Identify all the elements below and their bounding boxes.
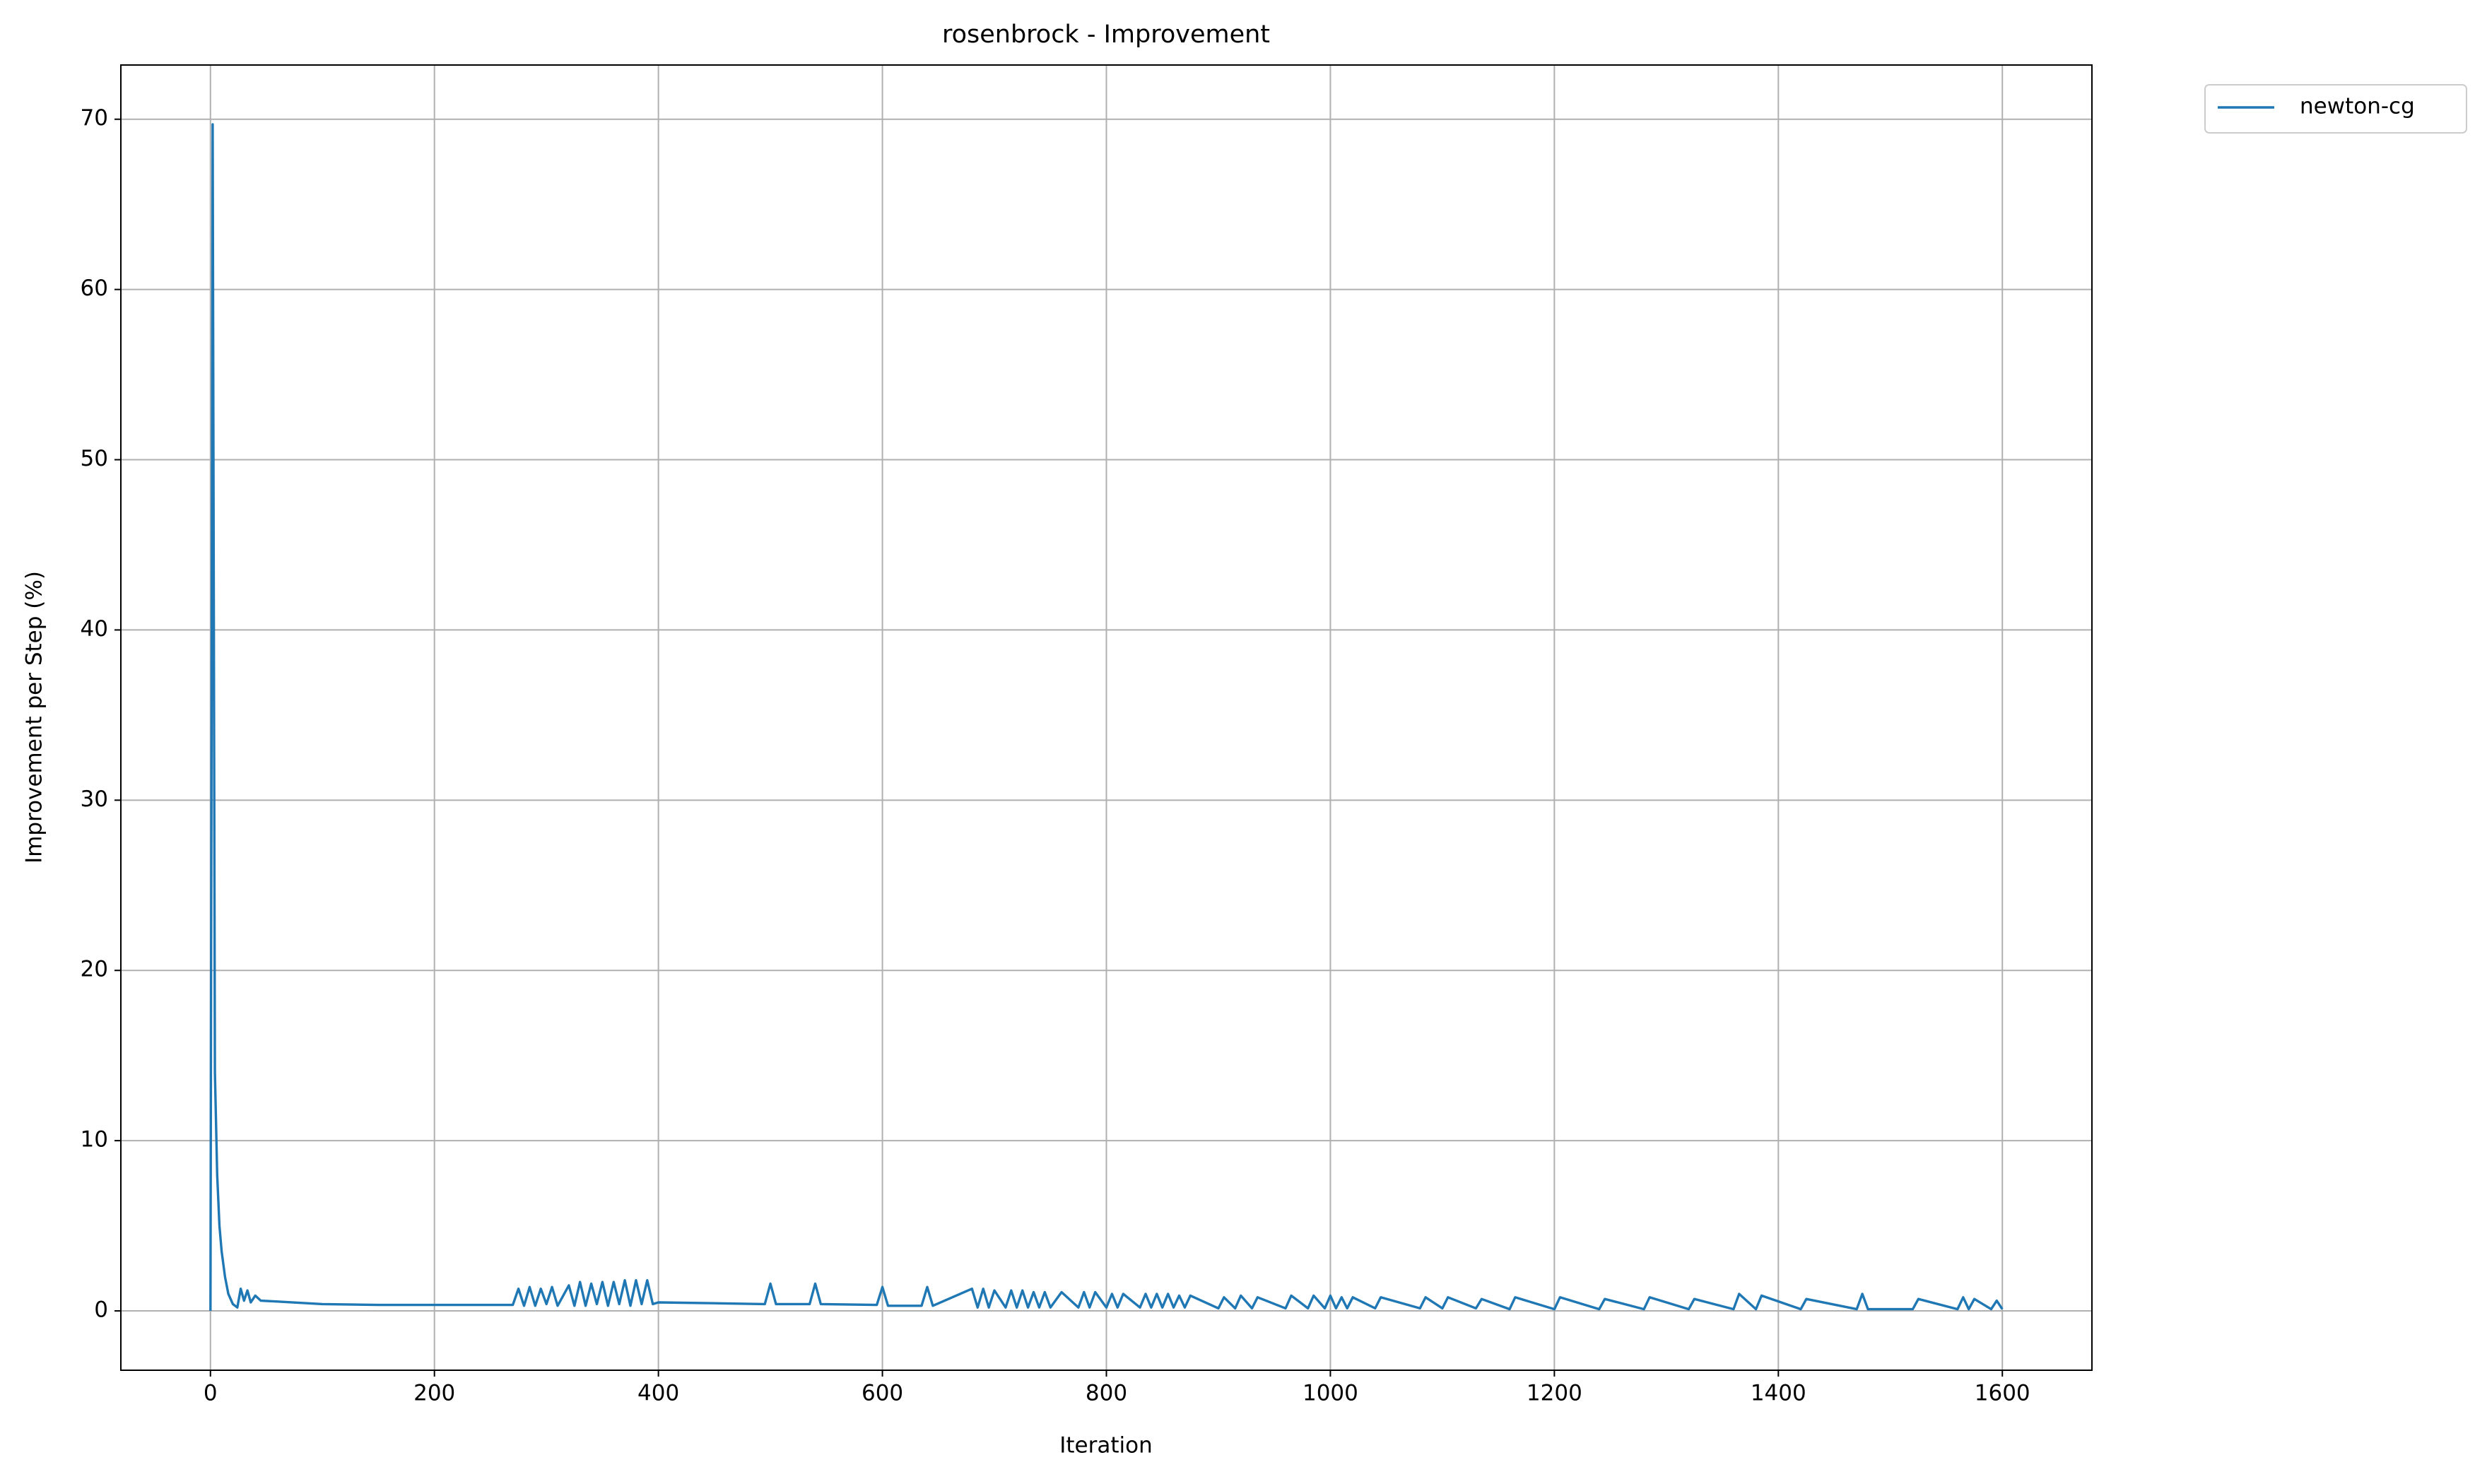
y-tick-label: 50	[81, 446, 108, 471]
legend: newton-cg	[2204, 84, 2467, 134]
x-tick-label: 800	[1086, 1381, 1127, 1406]
x-tick-label: 1000	[1303, 1381, 1358, 1406]
y-axis-label: Improvement per Step (%)	[22, 571, 47, 864]
x-axis-label: Iteration	[1059, 1433, 1153, 1459]
x-tick-label: 0	[204, 1381, 218, 1406]
legend-box	[2204, 84, 2467, 134]
x-tick-label: 600	[862, 1381, 903, 1406]
y-tick-label: 10	[81, 1127, 108, 1153]
legend-label: newton-cg	[2300, 94, 2415, 119]
y-tick-label: 40	[81, 616, 108, 642]
data-line	[209, 123, 2004, 1312]
chart-title: rosenbrock - Improvement	[942, 20, 1270, 49]
plot-frame	[120, 64, 2093, 1371]
x-tick-label: 1600	[1975, 1381, 2030, 1406]
y-tick-label: 70	[81, 105, 108, 131]
y-tick-label: 20	[81, 957, 108, 982]
x-tick-label: 1200	[1527, 1381, 1582, 1406]
x-tick-label: 1400	[1751, 1381, 1806, 1406]
x-tick-label: 400	[637, 1381, 679, 1406]
x-tick-label: 200	[413, 1381, 455, 1406]
y-tick-label: 60	[81, 276, 108, 301]
y-tick-label: 30	[81, 787, 108, 812]
y-tick-label: 0	[94, 1297, 108, 1323]
